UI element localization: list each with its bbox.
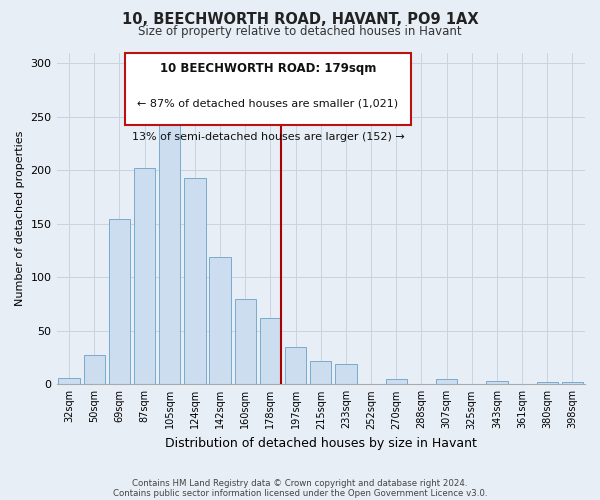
Text: 10, BEECHWORTH ROAD, HAVANT, PO9 1AX: 10, BEECHWORTH ROAD, HAVANT, PO9 1AX	[122, 12, 478, 28]
Bar	[184, 178, 206, 384]
Text: 13% of semi-detached houses are larger (152) →: 13% of semi-detached houses are larger (…	[131, 132, 404, 142]
Bar	[58, 378, 80, 384]
Bar	[159, 116, 181, 384]
Bar	[285, 347, 307, 385]
Bar	[562, 382, 583, 384]
Bar	[536, 382, 558, 384]
FancyBboxPatch shape	[125, 52, 410, 126]
Bar	[486, 381, 508, 384]
Text: ← 87% of detached houses are smaller (1,021): ← 87% of detached houses are smaller (1,…	[137, 99, 398, 109]
Bar	[310, 361, 331, 384]
Bar	[235, 298, 256, 384]
Y-axis label: Number of detached properties: Number of detached properties	[15, 130, 25, 306]
Bar	[109, 220, 130, 384]
Text: 10 BEECHWORTH ROAD: 179sqm: 10 BEECHWORTH ROAD: 179sqm	[160, 62, 376, 76]
Text: Size of property relative to detached houses in Havant: Size of property relative to detached ho…	[138, 25, 462, 38]
Text: Contains HM Land Registry data © Crown copyright and database right 2024.: Contains HM Land Registry data © Crown c…	[132, 478, 468, 488]
Bar	[386, 379, 407, 384]
Bar	[83, 356, 105, 384]
Bar	[134, 168, 155, 384]
Bar	[335, 364, 356, 384]
Bar	[260, 318, 281, 384]
X-axis label: Distribution of detached houses by size in Havant: Distribution of detached houses by size …	[165, 437, 477, 450]
Bar	[436, 379, 457, 384]
Text: Contains public sector information licensed under the Open Government Licence v3: Contains public sector information licen…	[113, 488, 487, 498]
Bar	[209, 257, 231, 384]
